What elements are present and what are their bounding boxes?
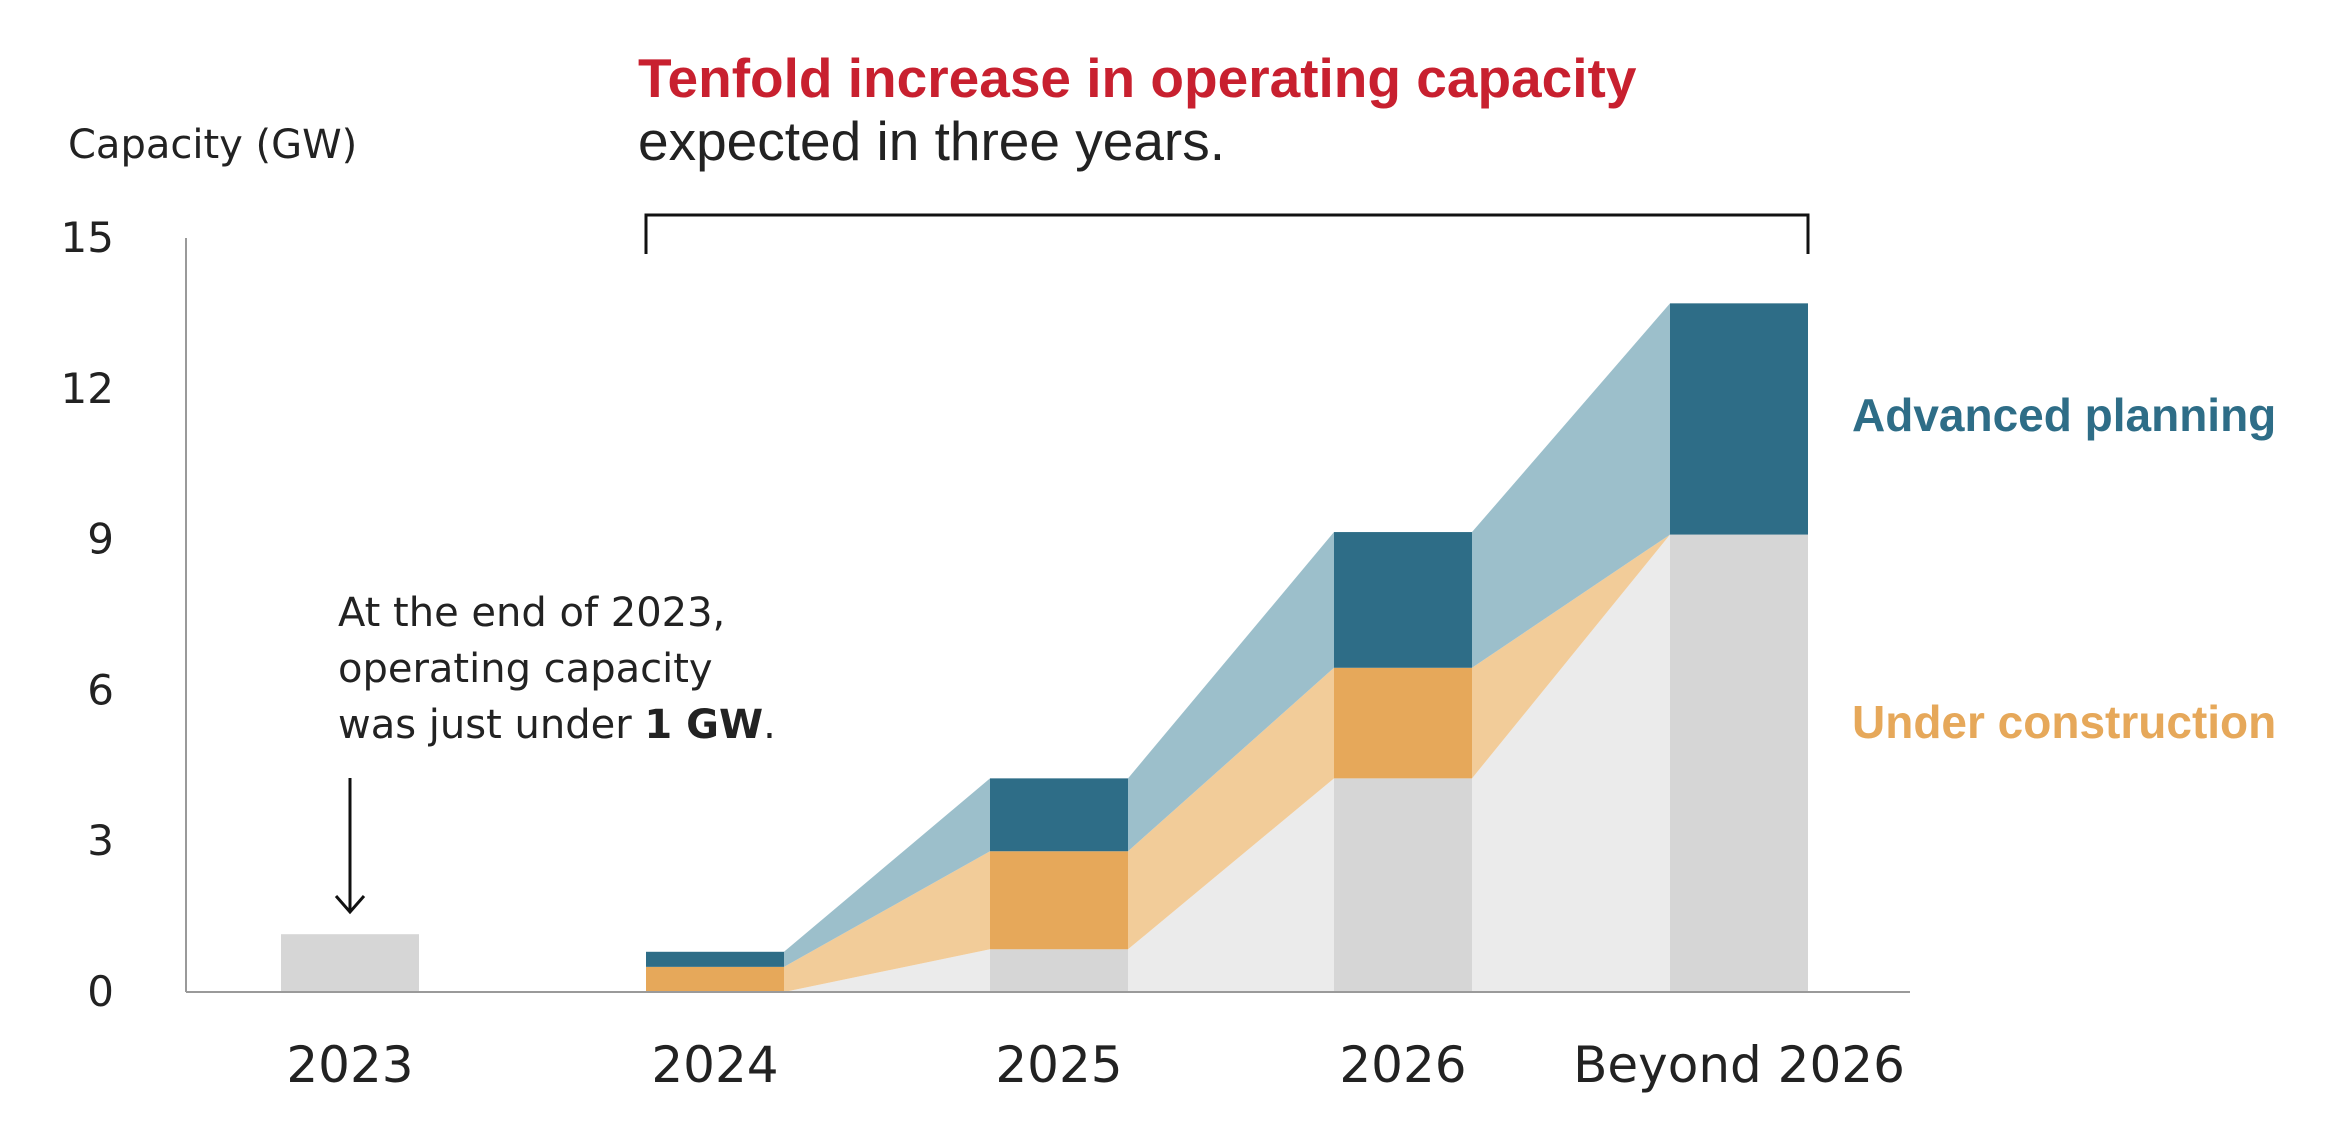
x-category-label: 2023 — [286, 1036, 413, 1094]
bar-operating-0 — [281, 934, 419, 992]
annotation-line-1: At the end of 2023, — [338, 590, 725, 636]
bar-planning-1 — [646, 951, 784, 967]
y-tick-label: 0 — [87, 967, 114, 1016]
y-tick-labels: 0 3 6 9 12 15 — [61, 213, 114, 1016]
timeline-bracket — [644, 213, 1810, 254]
x-category-label: Beyond 2026 — [1573, 1036, 1905, 1094]
bar-construction-3 — [1334, 667, 1472, 779]
axes — [185, 238, 1910, 993]
x-category-labels: 2023 2024 2025 2026 Beyond 2026 — [286, 1036, 1905, 1094]
band-construction-3 — [1472, 534, 1670, 779]
bar-construction-1 — [646, 966, 784, 992]
band-construction-1 — [784, 851, 990, 992]
annotation-prefix: was just under — [338, 702, 644, 748]
annotation-line-2: operating capacity — [338, 646, 713, 692]
bar-planning-3 — [1334, 532, 1472, 668]
connector-bands — [784, 303, 1670, 992]
x-category-label: 2025 — [995, 1036, 1122, 1094]
bar-planning-4 — [1670, 303, 1808, 535]
bar-operating-4 — [1670, 534, 1808, 992]
annotation-line-3: was just under 1 GW. — [338, 702, 776, 748]
bars — [281, 303, 1808, 992]
headline-emphasis: Tenfold increase in operating capacity — [638, 47, 1637, 109]
band-planning-1 — [784, 778, 990, 967]
legend-advanced-planning: Advanced planning — [1852, 389, 2276, 441]
y-tick-label: 9 — [87, 515, 114, 564]
y-tick-label: 3 — [87, 816, 114, 865]
bar-operating-3 — [1334, 778, 1472, 992]
y-tick-label: 12 — [61, 364, 114, 413]
x-category-label: 2024 — [651, 1036, 778, 1094]
band-planning-2 — [1128, 532, 1334, 852]
band-planning-3 — [1472, 303, 1670, 668]
band-operating-2 — [1128, 778, 1334, 992]
annotation: At the end of 2023, operating capacity w… — [334, 590, 776, 915]
y-tick-label: 15 — [61, 213, 114, 262]
headline-rest: expected in three years. — [638, 110, 1225, 172]
annotation-bold-value: 1 GW — [644, 702, 763, 748]
annotation-arrow-icon — [334, 895, 366, 915]
y-tick-label: 6 — [87, 665, 114, 714]
band-construction-2 — [1128, 667, 1334, 950]
band-operating-3 — [1472, 534, 1670, 992]
bar-construction-2 — [990, 851, 1128, 950]
x-category-label: 2026 — [1339, 1036, 1466, 1094]
bar-operating-2 — [990, 949, 1128, 992]
bar-planning-2 — [990, 778, 1128, 852]
legend-under-construction: Under construction — [1852, 696, 2276, 748]
y-axis-title: Capacity (GW) — [68, 122, 357, 168]
annotation-suffix: . — [763, 702, 776, 748]
